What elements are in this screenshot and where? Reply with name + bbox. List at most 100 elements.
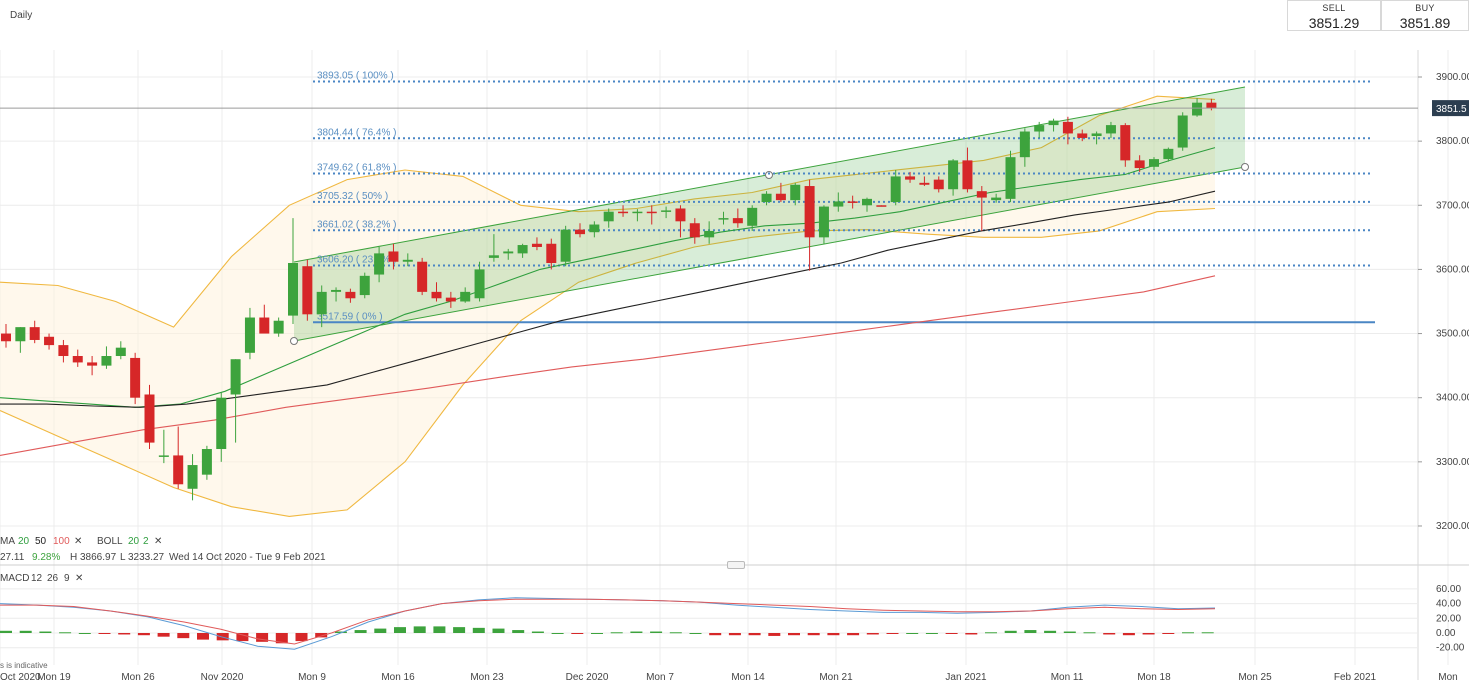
candle-body <box>288 263 298 316</box>
candle-body <box>1206 102 1217 109</box>
candle-body <box>818 206 829 238</box>
candle <box>1149 157 1159 171</box>
channel-lower-line[interactable] <box>293 166 1246 342</box>
candle <box>101 346 112 369</box>
candle-body <box>618 211 629 214</box>
candle-body <box>833 201 844 207</box>
fib-level-label: 3661.02 ( 38.2% ) <box>317 219 397 230</box>
time-axis-label: Mon 14 <box>731 672 765 680</box>
sell-button[interactable]: SELL 3851.29 <box>1287 0 1381 31</box>
candle <box>876 205 887 207</box>
candle <box>15 327 26 353</box>
time-axis-label: Mon 16 <box>381 672 415 680</box>
macd-histogram-bar <box>334 631 347 633</box>
candle-body <box>704 230 715 238</box>
macd-tick-label: 40.00 <box>1436 599 1461 610</box>
channel-anchor-handle[interactable] <box>290 337 298 345</box>
macd-histogram-bar <box>354 630 367 633</box>
candle <box>488 234 499 262</box>
boll-period: 20 <box>128 536 140 547</box>
candle <box>675 205 686 238</box>
candle-body <box>44 336 55 346</box>
candle <box>919 176 930 187</box>
candle <box>991 193 1002 203</box>
candle-body <box>862 198 872 206</box>
candle-body <box>115 347 126 357</box>
macd-histogram-bar <box>709 633 722 636</box>
macd-histogram-bar <box>0 630 12 633</box>
channel-anchor-handle[interactable] <box>765 171 773 179</box>
candle <box>818 205 829 244</box>
candle <box>689 218 700 244</box>
candlesticks <box>1 98 1217 501</box>
candle-body <box>1120 125 1131 161</box>
candle <box>632 209 643 222</box>
ma50-line <box>0 190 1216 408</box>
candle-body <box>1077 133 1088 138</box>
macd-histogram-bar <box>1004 630 1017 633</box>
fib-level-label: 3517.59 ( 0% ) <box>317 311 383 322</box>
bollinger-upper-line <box>0 95 1216 328</box>
price-axis: 3900.00 3800.00 3700.00 3600.00 3500.00 3400.… <box>0 72 1469 532</box>
close-icon[interactable]: ✕ <box>75 573 83 584</box>
macd-histogram-bar <box>925 633 938 634</box>
candle <box>1163 147 1174 162</box>
candle-body <box>302 266 313 315</box>
candle-body <box>144 394 155 443</box>
macd-histogram-bar <box>394 627 406 633</box>
panel-resize-handle[interactable] <box>727 561 745 569</box>
time-axis-label: Mon 18 <box>1137 672 1171 680</box>
candle-body <box>718 218 729 220</box>
time-axis-label: Mon 26 <box>121 672 155 680</box>
macd-histogram-bar <box>197 633 209 640</box>
macd-histogram-bar <box>78 633 91 634</box>
candle-body <box>101 356 112 366</box>
macd-histogram-bar <box>19 630 32 633</box>
candle <box>962 147 973 193</box>
candle <box>833 192 844 212</box>
close-icon[interactable]: ✕ <box>74 536 82 547</box>
candle-body <box>345 291 356 299</box>
timeframe-label: Daily <box>10 10 33 21</box>
macd-histogram-bar <box>531 631 544 633</box>
macd-histogram-bar <box>472 627 485 633</box>
macd-histogram-bar <box>768 633 781 636</box>
channel-anchor-handle[interactable] <box>1241 163 1249 171</box>
candle-body <box>58 345 69 357</box>
macd-histogram-bar <box>728 633 741 636</box>
candle-body <box>1134 160 1145 169</box>
candle <box>288 218 298 324</box>
candle-body <box>933 179 944 190</box>
time-axis-label: Mon 23 <box>470 672 504 680</box>
candle <box>187 454 198 501</box>
time-axis-label: Nov 2020 <box>201 672 244 680</box>
candle <box>1048 118 1059 132</box>
macd-histogram-bar <box>866 633 879 635</box>
candle-body <box>374 253 385 275</box>
candle <box>216 392 227 462</box>
macd-signal: 9 <box>64 573 70 584</box>
time-axis-label: Mon 21 <box>819 672 853 680</box>
candle-body <box>201 449 212 475</box>
candle-body <box>158 455 169 457</box>
macd-histogram-bar <box>177 633 190 639</box>
price-tick-label: 3900.00 <box>1436 72 1469 83</box>
close-icon[interactable]: ✕ <box>154 536 162 547</box>
stat-change-pct: 9.28% <box>32 552 60 563</box>
trend-channel[interactable] <box>290 86 1249 345</box>
macd-histogram-bar <box>551 633 564 634</box>
time-axis-label: Dec 2020 <box>566 672 609 680</box>
macd-histogram-bar <box>788 633 800 636</box>
macd-histogram-bar <box>453 627 466 633</box>
candle-body <box>331 289 342 292</box>
candle <box>144 384 155 450</box>
fib-level-label: 3606.20 ( 23.6% ) <box>317 254 397 265</box>
candle-body <box>991 197 1002 201</box>
time-axis-label: Jan 2021 <box>945 672 987 680</box>
bollinger-lower-line <box>0 207 1216 517</box>
price-tick-label: 3200.00 <box>1436 521 1469 532</box>
stat-range: Wed 14 Oct 2020 - Tue 9 Feb 2021 <box>169 552 326 563</box>
candle <box>1077 129 1088 142</box>
macd-line <box>0 597 1216 650</box>
